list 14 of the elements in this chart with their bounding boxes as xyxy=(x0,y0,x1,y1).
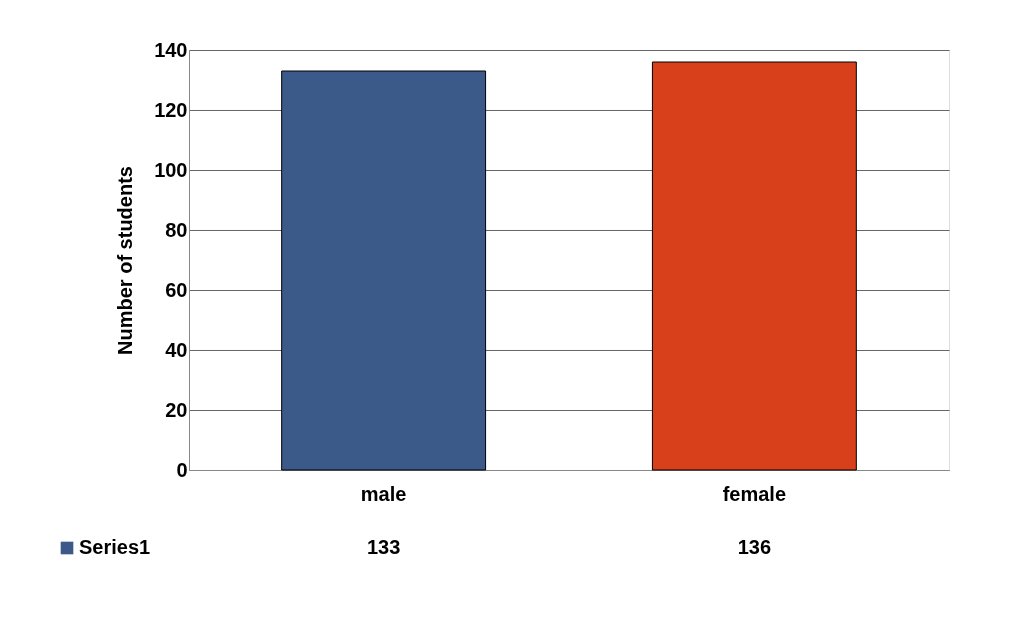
y-tick-label: 60 xyxy=(165,278,188,301)
y-tick-label: 20 xyxy=(165,398,188,421)
data-label: 136 xyxy=(737,536,772,558)
y-tick-label: 120 xyxy=(154,98,188,121)
y-tick-label: 40 xyxy=(165,338,188,361)
y-tick-label: 140 xyxy=(154,38,188,61)
y-tick-label: 80 xyxy=(165,218,188,241)
x-tick-label: female xyxy=(722,482,787,505)
legend-label: Series1 xyxy=(79,536,151,558)
y-tick-label: 100 xyxy=(154,158,188,181)
y-tick-label: 0 xyxy=(176,458,188,481)
y-axis-title: Number of students xyxy=(114,166,137,355)
data-label: 133 xyxy=(366,536,401,558)
x-tick-label: male xyxy=(360,482,407,505)
